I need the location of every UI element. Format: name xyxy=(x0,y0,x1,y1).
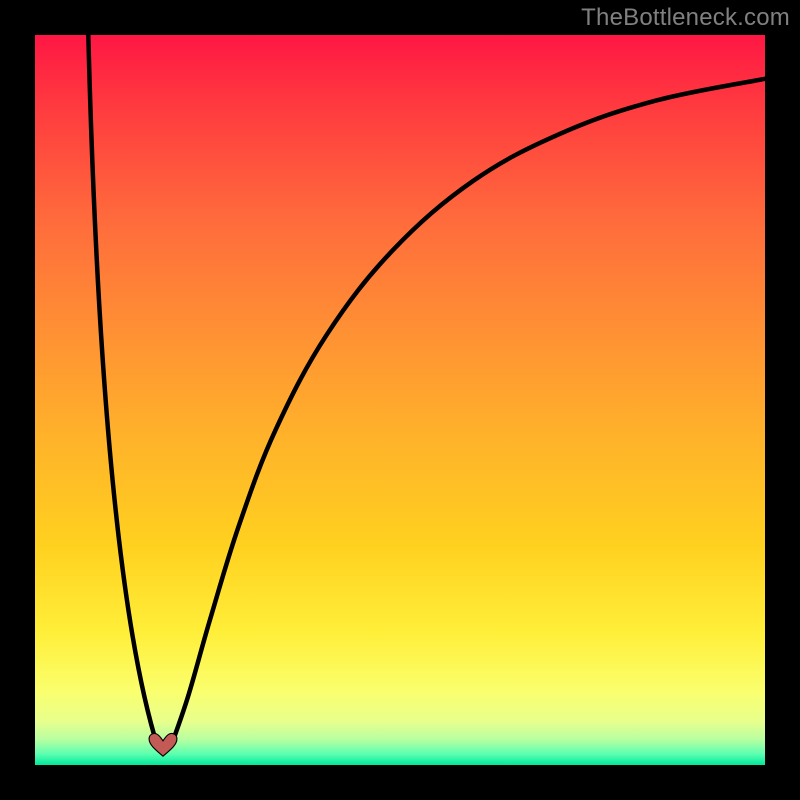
watermark-text: TheBottleneck.com xyxy=(581,4,790,32)
bottleneck-curve-left xyxy=(88,35,157,747)
curve-layer xyxy=(35,35,765,765)
bottleneck-curve-right xyxy=(171,79,765,747)
plot-area xyxy=(35,35,765,765)
heart-icon xyxy=(148,732,178,758)
